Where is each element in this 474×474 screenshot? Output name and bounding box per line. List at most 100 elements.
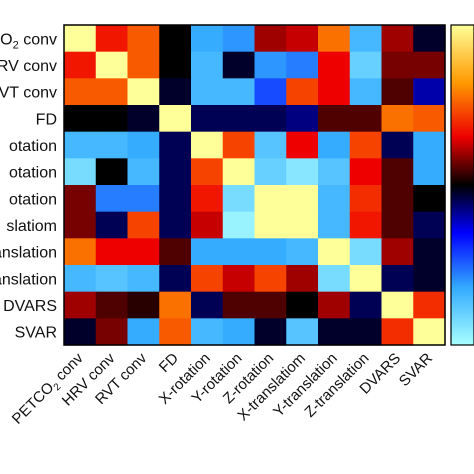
row-label: otation: [9, 165, 57, 182]
heatmap-cell: [159, 131, 192, 159]
heatmap-cell: [95, 51, 129, 79]
heatmap-cell: [413, 131, 446, 159]
heatmap-cell: [222, 25, 256, 53]
heatmap-cell: [127, 25, 160, 53]
heatmap-cell: [191, 51, 224, 79]
heatmap-cell: [254, 185, 287, 213]
heatmap-cell: [381, 318, 414, 346]
heatmap-cell: [95, 25, 129, 53]
heatmap-cell: [381, 158, 414, 186]
heatmap-cell: [286, 131, 319, 159]
heatmap-cell: [349, 211, 383, 239]
heatmap-cells: [64, 25, 446, 346]
heatmap-cell: [95, 318, 129, 346]
row-label: otation: [9, 138, 57, 155]
heatmap-cell: [381, 78, 414, 106]
heatmap-cell: [318, 51, 351, 79]
heatmap-cell: [318, 78, 351, 106]
heatmap-cell: [381, 265, 414, 293]
heatmap-cell: [286, 51, 319, 79]
heatmap-cell: [95, 211, 129, 239]
heatmap-cell: [222, 51, 256, 79]
heatmap-cell: [318, 211, 351, 239]
heatmap-cell: [127, 265, 160, 293]
heatmap-cell: [159, 185, 192, 213]
heatmap-cell: [349, 291, 383, 319]
heatmap-cell: [286, 25, 319, 53]
plot-frame: [63, 24, 446, 346]
heatmap-cell: [413, 291, 446, 319]
heatmap-cell: [222, 291, 256, 319]
heatmap-cell: [413, 211, 446, 239]
heatmap-cell: [191, 105, 224, 133]
heatmap-cell: [381, 131, 414, 159]
heatmap-cell: [127, 78, 160, 106]
heatmap-cell: [318, 131, 351, 159]
heatmap-cell: [159, 158, 192, 186]
heatmap-cell: [222, 158, 256, 186]
heatmap-cell: [254, 78, 287, 106]
heatmap-cell: [381, 238, 414, 266]
heatmap-cell: [349, 265, 383, 293]
heatmap-cell: [349, 131, 383, 159]
heatmap-cell: [222, 105, 256, 133]
heatmap-cell: [413, 318, 446, 346]
heatmap-cell: [286, 158, 319, 186]
heatmap-cell: [191, 238, 224, 266]
heatmap-cell: [381, 105, 414, 133]
heatmap-cell: [381, 291, 414, 319]
row-label: O2 conv: [0, 31, 57, 51]
heatmap-cell: [318, 291, 351, 319]
heatmap-cell: [413, 25, 446, 53]
heatmap-cell: [254, 25, 287, 53]
row-label: FD: [36, 111, 57, 128]
row-label: DVARS: [3, 298, 57, 315]
heatmap-cell: [286, 291, 319, 319]
heatmap-cell: [191, 185, 224, 213]
heatmap-cell: [381, 51, 414, 79]
heatmap-cell: [318, 185, 351, 213]
heatmap-cell: [191, 25, 224, 53]
heatmap-cell: [95, 158, 129, 186]
heatmap-cell: [127, 318, 160, 346]
heatmap-cell: [64, 238, 97, 266]
heatmap-cell: [159, 238, 192, 266]
heatmap-cell: [349, 105, 383, 133]
colorbar: [450, 24, 474, 346]
heatmap-cell: [127, 211, 160, 239]
heatmap-cell: [64, 131, 97, 159]
heatmap-cell: [191, 78, 224, 106]
heatmap-cell: [64, 291, 97, 319]
heatmap-cell: [64, 265, 97, 293]
row-label: RV conv: [0, 58, 57, 75]
heatmap-cell: [127, 291, 160, 319]
heatmap-cell: [95, 78, 129, 106]
heatmap-cell: [159, 318, 192, 346]
heatmap-cell: [95, 105, 129, 133]
heatmap-cell: [254, 105, 287, 133]
heatmap-cell: [64, 158, 97, 186]
heatmap-cell: [318, 25, 351, 53]
heatmap-cell: [222, 238, 256, 266]
heatmap-cell: [286, 185, 319, 213]
heatmap-cell: [159, 51, 192, 79]
heatmap-cell: [191, 158, 224, 186]
heatmap-cell: [127, 158, 160, 186]
row-label: otation: [9, 191, 57, 208]
column-label: SVAR: [396, 350, 436, 390]
heatmap-cell: [349, 78, 383, 106]
heatmap-cell: [254, 291, 287, 319]
heatmap-cell: [64, 185, 97, 213]
heatmap-cell: [64, 318, 97, 346]
heatmap-cell: [286, 78, 319, 106]
heatmap-cell: [349, 318, 383, 346]
heatmap-cell: [349, 238, 383, 266]
heatmap-cell: [191, 211, 224, 239]
heatmap-cell: [222, 185, 256, 213]
heatmap-cell: [318, 238, 351, 266]
row-labels: O2 conv RV conv VT conv FD otation otation ota…: [0, 31, 57, 341]
heatmap-cell: [254, 265, 287, 293]
heatmap-cell: [413, 78, 446, 106]
heatmap-cell: [254, 51, 287, 79]
